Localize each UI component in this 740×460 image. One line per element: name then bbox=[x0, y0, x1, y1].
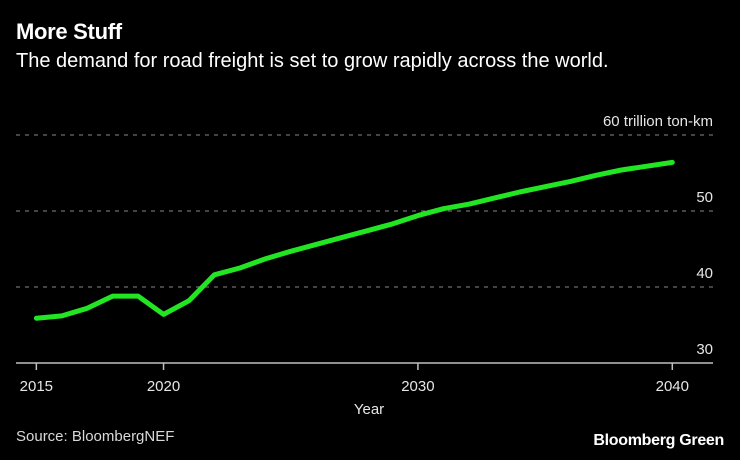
chart-title: More Stuff bbox=[16, 19, 122, 44]
series bbox=[33, 159, 675, 321]
y-tick-label-40: 40 bbox=[696, 265, 713, 282]
y-tick-label-60: 60 trillion ton-km bbox=[603, 113, 713, 130]
x-tick-label-2015: 2015 bbox=[20, 378, 53, 395]
x-tick-label-2030: 2030 bbox=[401, 378, 434, 395]
brand-logo: Bloomberg Green bbox=[593, 432, 724, 449]
y-tick-label-30: 30 bbox=[696, 341, 713, 358]
chart-subtitle: The demand for road freight is set to gr… bbox=[16, 50, 609, 72]
x-tick-label-2040: 2040 bbox=[656, 378, 689, 395]
series-line-0 bbox=[33, 159, 675, 321]
gridlines: 30 40 50 60 trillion ton-km bbox=[16, 113, 713, 358]
x-axis: 2015 2020 2030 2040 bbox=[16, 362, 713, 395]
y-tick-label-50: 50 bbox=[696, 189, 713, 206]
x-axis-title: Year bbox=[354, 401, 384, 418]
x-tick-label-2020: 2020 bbox=[147, 378, 180, 395]
source-note: Source: BloombergNEF bbox=[16, 428, 175, 445]
